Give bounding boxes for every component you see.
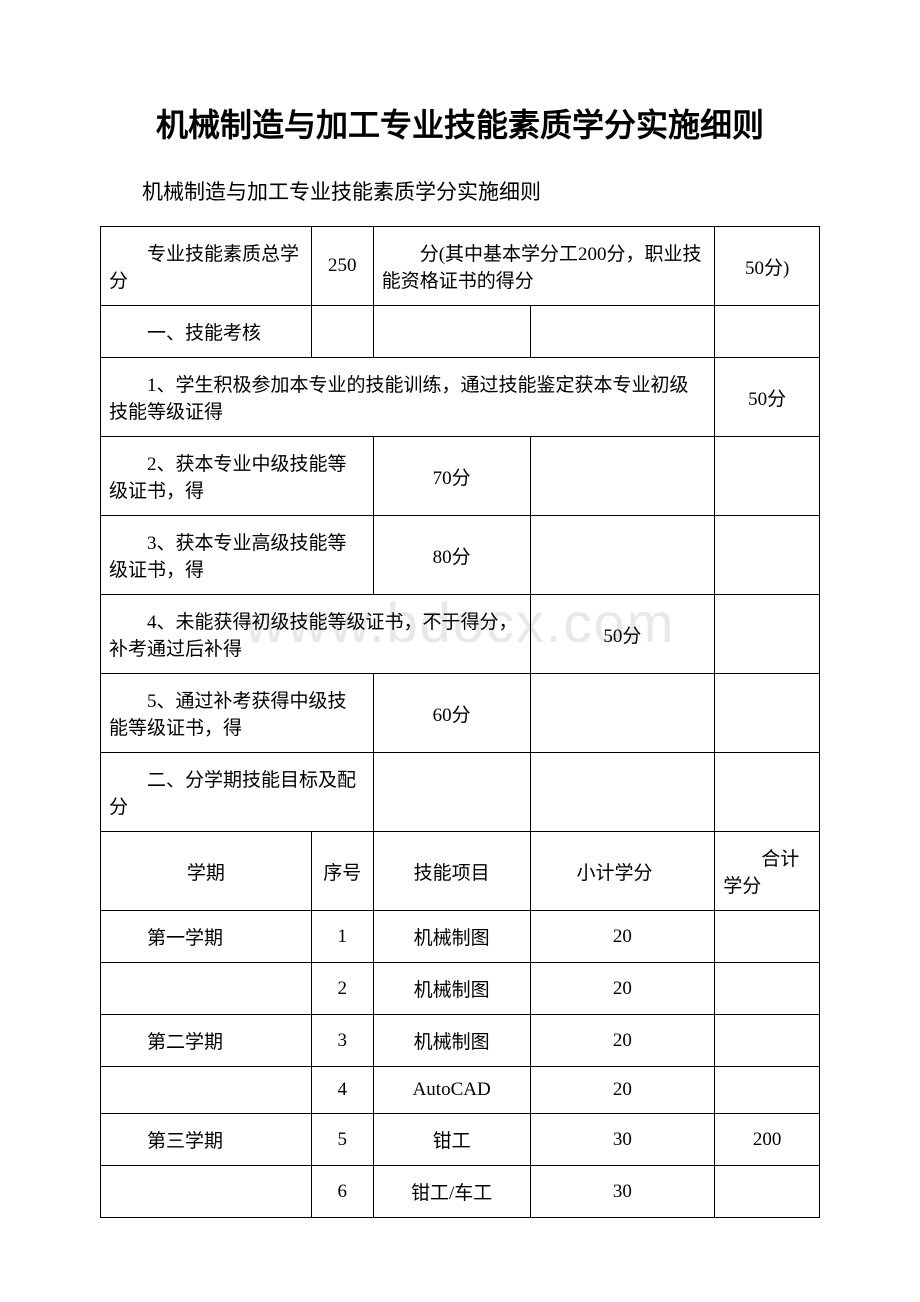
rule-row: 5、通过补考获得中级技能等级证书，得 60分: [101, 674, 820, 753]
cell-subtotal: 20: [530, 1067, 715, 1114]
rule-row: 3、获本专业高级技能等级证书，得 80分: [101, 516, 820, 595]
section1-row: 一、技能考核: [101, 306, 820, 358]
header-col4: 50分): [715, 227, 820, 306]
credit-table: 专业技能素质总学分 250 分(其中基本学分工200分，职业技能资格证书的得分 …: [100, 226, 820, 1218]
page-title: 机械制造与加工专业技能素质学分实施细则: [100, 100, 820, 146]
col-project: 技能项目: [373, 832, 530, 911]
cell-term: 第二学期: [101, 1015, 312, 1067]
cell-subtotal: 20: [530, 963, 715, 1015]
empty-cell: [715, 306, 820, 358]
empty-cell: [530, 437, 715, 516]
rule-text: 3、获本专业高级技能等级证书，得: [101, 516, 374, 595]
cell-total: 200: [715, 1114, 820, 1166]
cell-total: [715, 963, 820, 1015]
rule-score: 50分: [530, 595, 715, 674]
rule-score: 80分: [373, 516, 530, 595]
col-subtotal: 小计学分: [530, 832, 715, 911]
cell-term: [101, 963, 312, 1015]
cell-project: 机械制图: [373, 1015, 530, 1067]
rule-row: 2、获本专业中级技能等级证书，得 70分: [101, 437, 820, 516]
cell-subtotal: 20: [530, 1015, 715, 1067]
rule-text: 2、获本专业中级技能等级证书，得: [101, 437, 374, 516]
empty-cell: [715, 753, 820, 832]
cell-total: [715, 911, 820, 963]
table-row: 第二学期 3 机械制图 20: [101, 1015, 820, 1067]
empty-cell: [715, 674, 820, 753]
cell-project: AutoCAD: [373, 1067, 530, 1114]
header-col2: 250: [311, 227, 373, 306]
header-col3: 分(其中基本学分工200分，职业技能资格证书的得分: [373, 227, 714, 306]
cell-total: [715, 1166, 820, 1218]
col-total: 合计学分: [715, 832, 820, 911]
cell-term: [101, 1166, 312, 1218]
section1-title: 一、技能考核: [101, 306, 312, 358]
cell-project: 机械制图: [373, 911, 530, 963]
cell-project: 钳工: [373, 1114, 530, 1166]
col-term: 学期: [101, 832, 312, 911]
empty-cell: [373, 753, 530, 832]
empty-cell: [530, 753, 715, 832]
rule-score: 50分: [715, 358, 820, 437]
header-row: 专业技能素质总学分 250 分(其中基本学分工200分，职业技能资格证书的得分 …: [101, 227, 820, 306]
table-row: 第三学期 5 钳工 30 200: [101, 1114, 820, 1166]
col-num: 序号: [311, 832, 373, 911]
empty-cell: [715, 437, 820, 516]
table-row: 6 钳工/车工 30: [101, 1166, 820, 1218]
empty-cell: [530, 674, 715, 753]
rule-text: 4、未能获得初级技能等级证书，不于得分，补考通过后补得: [101, 595, 531, 674]
column-header-row: 学期 序号 技能项目 小计学分 合计学分: [101, 832, 820, 911]
cell-project: 钳工/车工: [373, 1166, 530, 1218]
cell-term: 第三学期: [101, 1114, 312, 1166]
rule-text: 1、学生积极参加本专业的技能训练，通过技能鉴定获本专业初级技能等级证得: [101, 358, 715, 437]
cell-subtotal: 20: [530, 911, 715, 963]
cell-term: 第一学期: [101, 911, 312, 963]
cell-num: 3: [311, 1015, 373, 1067]
empty-cell: [530, 516, 715, 595]
table-row: 2 机械制图 20: [101, 963, 820, 1015]
subtitle: 机械制造与加工专业技能素质学分实施细则: [100, 176, 820, 206]
empty-cell: [715, 595, 820, 674]
empty-cell: [311, 306, 373, 358]
cell-subtotal: 30: [530, 1166, 715, 1218]
cell-num: 2: [311, 963, 373, 1015]
cell-num: 6: [311, 1166, 373, 1218]
section2-row: 二、分学期技能目标及配分: [101, 753, 820, 832]
rule-score: 60分: [373, 674, 530, 753]
cell-term: [101, 1067, 312, 1114]
rule-row: 4、未能获得初级技能等级证书，不于得分，补考通过后补得 50分: [101, 595, 820, 674]
empty-cell: [530, 306, 715, 358]
cell-total: [715, 1015, 820, 1067]
section2-title: 二、分学期技能目标及配分: [101, 753, 374, 832]
cell-num: 1: [311, 911, 373, 963]
cell-project: 机械制图: [373, 963, 530, 1015]
header-col1: 专业技能素质总学分: [101, 227, 312, 306]
empty-cell: [373, 306, 530, 358]
cell-subtotal: 30: [530, 1114, 715, 1166]
rule-score: 70分: [373, 437, 530, 516]
empty-cell: [715, 516, 820, 595]
cell-num: 4: [311, 1067, 373, 1114]
table-row: 4 AutoCAD 20: [101, 1067, 820, 1114]
table-row: 第一学期 1 机械制图 20: [101, 911, 820, 963]
rule-text: 5、通过补考获得中级技能等级证书，得: [101, 674, 374, 753]
cell-total: [715, 1067, 820, 1114]
cell-num: 5: [311, 1114, 373, 1166]
rule-row: 1、学生积极参加本专业的技能训练，通过技能鉴定获本专业初级技能等级证得 50分: [101, 358, 820, 437]
